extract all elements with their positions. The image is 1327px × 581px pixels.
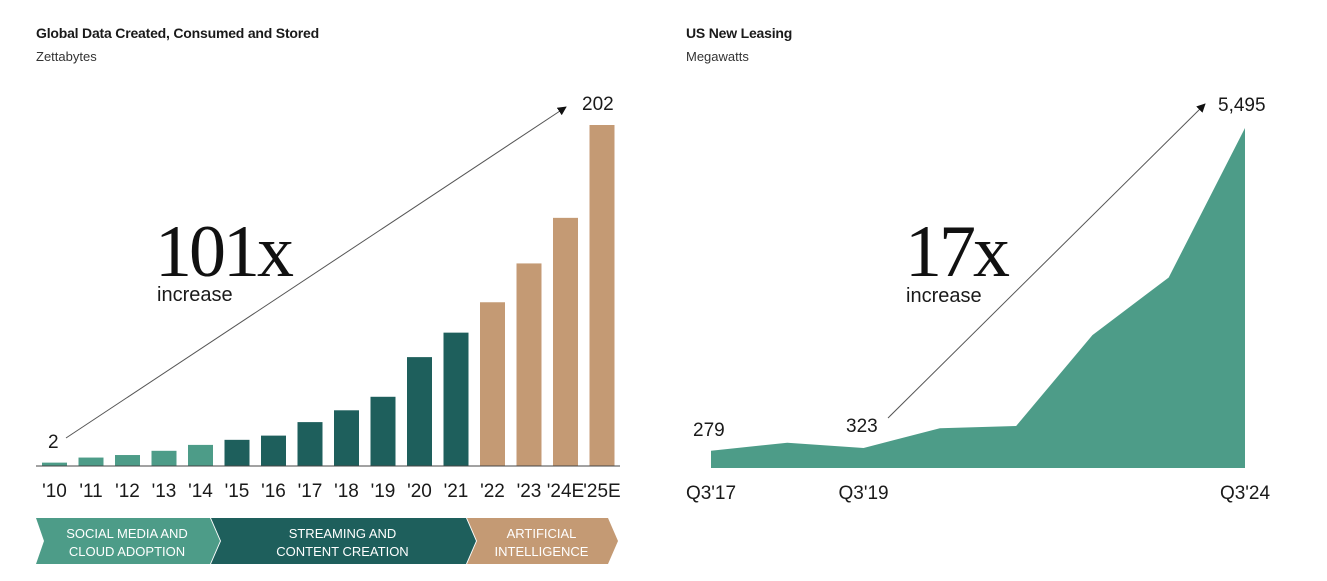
- multiplier-text: 17x: [905, 211, 1010, 293]
- multiplier-subtext: increase: [906, 285, 982, 307]
- x-tick-label: '21: [444, 481, 469, 502]
- phase-band-2: [211, 518, 476, 564]
- x-tick-label: '25E: [583, 481, 620, 502]
- bar-chart-svg: '10 '11 '12 '13 '14 '15 '16 '17 '18 '19 '20 '21 '22 '…: [36, 94, 621, 564]
- bar-10: [42, 462, 67, 466]
- x-tick-label: '18: [334, 481, 359, 502]
- bar-12: [115, 455, 140, 466]
- bar-25E: [589, 125, 615, 466]
- bar-15: [224, 439, 250, 466]
- x-tick-label: '12: [115, 481, 140, 502]
- phase-band-label-line2: CLOUD ADOPTION: [69, 544, 185, 559]
- x-tick-label: '22: [480, 481, 505, 502]
- x-tick-label: '14: [188, 481, 213, 502]
- x-tick-label: '23: [517, 481, 542, 502]
- trend-arrow: [65, 106, 567, 439]
- bar-23: [516, 263, 542, 466]
- x-tick-label: Q3'19: [839, 483, 889, 504]
- data-label-first: 2: [48, 432, 59, 453]
- phase-band-label-line2: CONTENT CREATION: [276, 544, 408, 559]
- data-label-mid: 323: [846, 416, 878, 437]
- chart-subtitle: Megawatts: [686, 49, 749, 64]
- x-tick-label: '10: [42, 481, 67, 502]
- x-tick-label: '13: [152, 481, 177, 502]
- x-tick-label: '19: [371, 481, 396, 502]
- x-tick-label: '11: [79, 481, 102, 502]
- bar-14: [188, 444, 213, 466]
- bar-16: [261, 435, 286, 466]
- x-tick-label: '24E: [547, 481, 584, 502]
- bar-20: [407, 357, 432, 466]
- x-tick-label: '20: [407, 481, 432, 502]
- x-tick-label: '17: [298, 481, 323, 502]
- area-series: [711, 128, 1245, 468]
- phase-band-label-line1: STREAMING AND: [289, 526, 397, 541]
- bar-22: [480, 302, 505, 466]
- chart-title: US New Leasing: [686, 25, 793, 41]
- chart-us-leasing: US New Leasing Megawatts Q3'17 Q3'19 Q3'24…: [660, 0, 1327, 581]
- phase-band-label-line1: ARTIFICIAL: [507, 526, 577, 541]
- x-tick-label: '16: [261, 481, 286, 502]
- chart-global-data: Global Data Created, Consumed and Stored…: [0, 0, 660, 581]
- x-tick-label: '15: [225, 481, 250, 502]
- bar-21: [443, 332, 469, 466]
- phase-band-1: [36, 518, 220, 564]
- data-label-last: 202: [582, 94, 614, 115]
- bar-11: [78, 457, 104, 466]
- bar-17: [297, 422, 323, 466]
- trend-arrow: [887, 103, 1206, 419]
- chart-title: Global Data Created, Consumed and Stored: [36, 25, 319, 41]
- chart-subtitle: Zettabytes: [36, 49, 97, 64]
- multiplier-subtext: increase: [157, 284, 233, 306]
- phase-band-label-line1: SOCIAL MEDIA AND: [66, 526, 188, 541]
- bar-18: [334, 410, 359, 466]
- multiplier-text: 101x: [155, 211, 294, 293]
- bar-24E: [553, 217, 578, 466]
- x-tick-label: Q3'24: [1220, 483, 1271, 504]
- phase-band-label-line2: INTELLIGENCE: [495, 544, 589, 559]
- x-tick-label: Q3'17: [686, 483, 736, 504]
- data-label-first: 279: [693, 420, 725, 441]
- phase-band-3: [467, 518, 618, 564]
- bar-19: [370, 396, 396, 466]
- data-label-last: 5,495: [1218, 95, 1266, 116]
- bar-13: [151, 450, 177, 466]
